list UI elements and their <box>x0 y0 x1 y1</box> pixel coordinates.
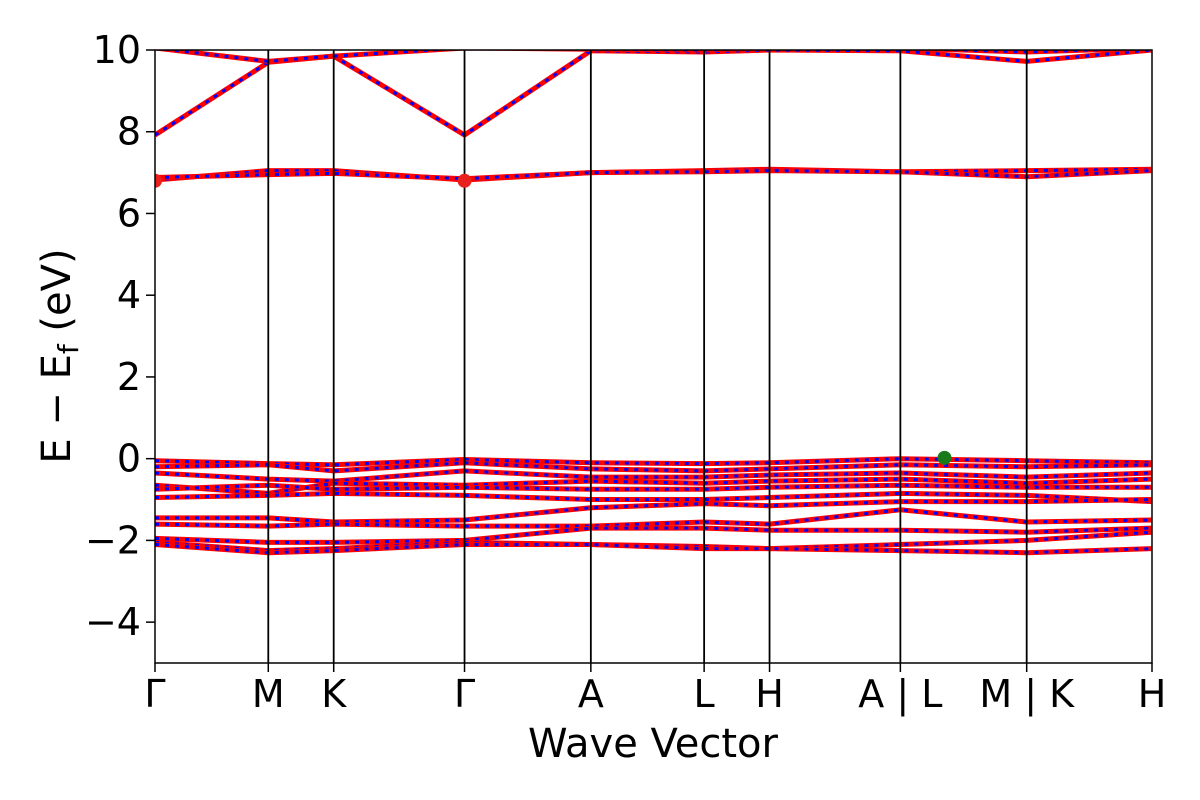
kpath-lines-layer <box>267 50 1028 663</box>
band-8-spin-down-line <box>155 483 1152 491</box>
band-14-spin-down-line <box>155 543 1152 555</box>
x-tick-label: K <box>321 672 347 716</box>
x-tick-label: A <box>578 672 604 716</box>
band-6-spin-down-line <box>155 469 1152 483</box>
band-9-spin-down-line <box>155 491 1152 504</box>
x-tick-label: A | L <box>858 672 942 717</box>
x-tick-label: Γ <box>144 672 165 716</box>
plot-frame <box>154 49 1153 664</box>
x-tick-label: M | K <box>979 672 1075 717</box>
band-4-spin-down-line <box>155 457 1152 467</box>
y-axis-label-subscript: f <box>52 343 85 354</box>
y-tick-label: 4 <box>117 273 141 317</box>
y-tick-label: 2 <box>117 355 141 399</box>
band-11-spin-down-line <box>155 508 1152 528</box>
y-tick-label: 10 <box>93 28 141 72</box>
cbm-point <box>457 173 472 188</box>
x-tick-label: H <box>1138 672 1167 716</box>
cbm-point <box>155 173 162 188</box>
band-1-spin-up-line <box>155 50 1152 64</box>
y-tick-label: 6 <box>117 191 141 235</box>
y-tick-label: −4 <box>85 600 141 644</box>
band-8-spin-up-line <box>155 482 1152 492</box>
band-0-spin-down-line <box>155 50 1152 137</box>
band-12-spin-down-line <box>155 526 1152 544</box>
x-tick-label: Γ <box>454 672 475 716</box>
y-tick-label: 8 <box>117 110 141 154</box>
bands-layer <box>155 50 1152 556</box>
x-tick-label: M <box>252 672 285 716</box>
x-tick-label: L <box>694 672 715 716</box>
band-4-spin-up-line <box>155 456 1152 468</box>
x-tick-label: H <box>755 672 784 716</box>
band-10-spin-down-line <box>155 498 1152 524</box>
y-axis-label-main: E − E <box>34 354 80 464</box>
y-axis-label-unit: (eV) <box>34 248 80 344</box>
vbm-point <box>937 450 952 465</box>
y-tick-label: −2 <box>85 518 141 562</box>
band-3-spin-down-line <box>155 169 1152 181</box>
x-axis-label: Wave Vector <box>528 721 779 767</box>
y-tick-label: 0 <box>117 437 141 481</box>
band-0-spin-up-line <box>155 50 1152 138</box>
band-7-spin-down-line <box>155 477 1152 495</box>
y-axis-label: E − Ef (eV) <box>34 248 85 463</box>
band-5-spin-down-line <box>155 461 1152 473</box>
markers-layer <box>155 173 952 465</box>
y-axis: −4 −2 0 2 4 6 8 10 <box>85 28 155 644</box>
